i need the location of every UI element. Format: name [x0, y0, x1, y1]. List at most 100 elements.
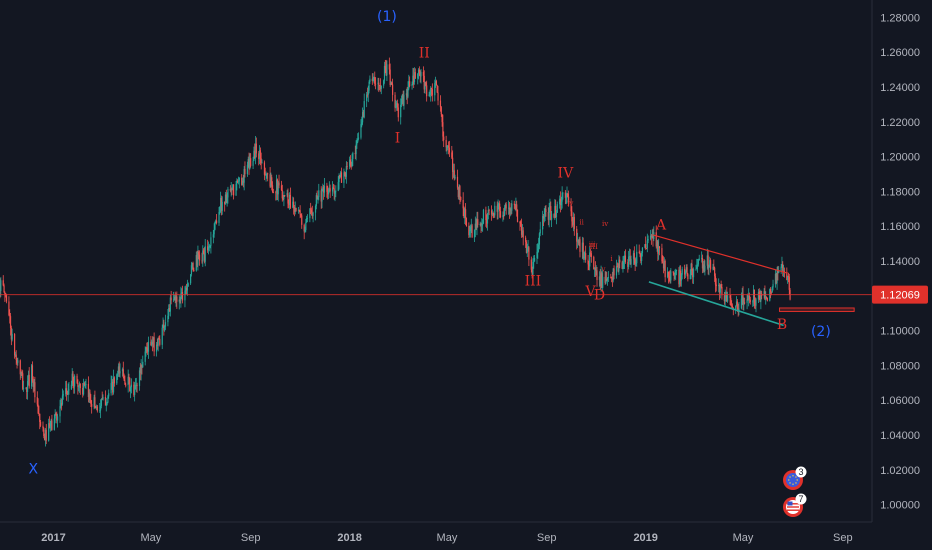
- candle-body: [220, 197, 223, 211]
- candle-body: [168, 308, 170, 316]
- candle-body: [390, 82, 392, 85]
- candle: [590, 250, 592, 263]
- candle: [327, 187, 330, 199]
- candle-body: [112, 377, 115, 393]
- candle: [238, 177, 240, 189]
- target-zone-box[interactable]: [779, 307, 855, 312]
- candle-body: [221, 201, 223, 211]
- candle: [697, 258, 700, 267]
- candle-body: [383, 65, 386, 81]
- candle: [220, 191, 222, 213]
- candle-body: [45, 429, 47, 441]
- candle: [698, 254, 700, 261]
- candle: [366, 87, 369, 98]
- candle-body: [253, 150, 255, 161]
- candle: [493, 213, 495, 218]
- candle-body: [22, 373, 24, 389]
- candle-body: [172, 299, 175, 301]
- channel-lower-line[interactable]: [648, 281, 784, 327]
- candle: [746, 294, 748, 310]
- sub-wave-label: ii: [579, 218, 584, 226]
- candle-body: [502, 215, 504, 218]
- candle: [219, 206, 221, 215]
- candle: [304, 226, 306, 233]
- candle: [707, 249, 709, 275]
- candle: [212, 229, 214, 244]
- candle: [662, 256, 665, 274]
- event-badge[interactable]: 3: [783, 466, 807, 491]
- candle-body: [3, 285, 5, 293]
- candle: [311, 205, 313, 219]
- candle-body: [124, 380, 126, 385]
- candle-body: [493, 213, 495, 216]
- event-badge[interactable]: 7: [783, 493, 807, 518]
- candle-body: [140, 365, 142, 374]
- price-axis[interactable]: 1.00000 1.02000 1.04000 1.06000 1.08000 1.100…: [880, 12, 920, 511]
- candle-body: [573, 217, 575, 229]
- candle-body: [191, 262, 193, 266]
- candle: [505, 202, 507, 215]
- candle: [701, 251, 703, 263]
- candle-body: [340, 172, 343, 183]
- candle-body: [452, 170, 455, 172]
- candle: [26, 375, 29, 400]
- candle: [146, 342, 148, 354]
- candle: [709, 256, 711, 268]
- candle-body: [357, 138, 359, 143]
- candle: [766, 297, 768, 302]
- y-tick-label: 1.00000: [880, 500, 920, 512]
- candle: [437, 85, 439, 106]
- candle-body: [306, 218, 308, 223]
- candle-body: [204, 246, 206, 262]
- candle-body: [743, 302, 745, 305]
- candle: [460, 196, 462, 202]
- candle: [669, 270, 671, 284]
- candle: [270, 172, 272, 188]
- candle-body: [303, 224, 305, 232]
- candle: [379, 84, 381, 91]
- candle-body: [396, 103, 398, 106]
- candle: [91, 400, 93, 414]
- candle: [623, 255, 625, 269]
- candle: [203, 247, 206, 264]
- candle-body: [576, 240, 579, 242]
- candle-body: [776, 270, 778, 284]
- candle: [116, 373, 118, 386]
- candle: [576, 232, 579, 249]
- candle: [516, 209, 519, 223]
- candle: [367, 85, 369, 103]
- event-badges[interactable]: 37: [783, 466, 807, 518]
- candle: [607, 271, 609, 282]
- candle: [277, 180, 279, 202]
- candle: [715, 278, 717, 292]
- candle: [507, 200, 510, 215]
- candle: [782, 264, 785, 278]
- candle: [204, 239, 206, 267]
- candle-body: [309, 208, 311, 219]
- candle-body: [698, 258, 700, 261]
- candle-body: [207, 246, 210, 251]
- channel-upper-line[interactable]: [652, 234, 788, 274]
- candle: [486, 214, 488, 229]
- candle: [633, 246, 635, 265]
- time-axis[interactable]: 2017 May Sep 2018 May Sep 2019 May Sep: [41, 532, 852, 544]
- candle-body: [548, 207, 550, 220]
- candle-body: [343, 172, 345, 183]
- candle-body: [238, 177, 240, 182]
- candle-body: [456, 176, 459, 188]
- candle: [44, 428, 47, 447]
- candle: [357, 133, 359, 144]
- candle-body: [709, 260, 711, 267]
- candle: [74, 374, 76, 394]
- candle: [128, 373, 130, 385]
- candle-body: [326, 185, 328, 192]
- candle-body: [720, 285, 722, 288]
- candle: [576, 225, 578, 250]
- candle-body: [151, 341, 153, 346]
- candle-body: [672, 271, 674, 273]
- candle-body: [458, 186, 460, 198]
- candle: [253, 146, 255, 162]
- candle-body: [613, 268, 615, 276]
- candle: [695, 264, 697, 271]
